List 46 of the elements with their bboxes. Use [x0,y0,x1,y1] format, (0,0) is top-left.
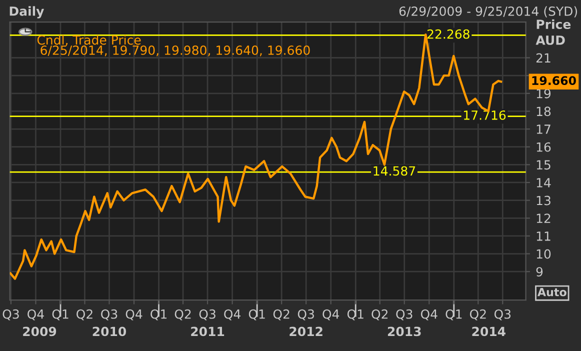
x-tick-label: Q2 [174,309,191,320]
y-tick-label: 10 [536,249,551,259]
x-tick-label: Q2 [273,309,290,320]
x2-tick-label: 2010 [92,326,126,336]
y-tick-label: 12 [536,214,550,223]
x-tick-label: Q3 [494,309,511,320]
y-tick-label: 18 [536,106,551,116]
x2-tick-label: 2011 [191,326,224,336]
ref-line-label: 17.716 [464,110,506,120]
x2-tick-label: 2012 [290,326,322,336]
x-tick-label: Q3 [396,309,412,320]
x-tick-label: Q2 [372,309,388,320]
x-tick-label: Q4 [224,309,240,320]
x2-tick-label: 2009 [23,326,56,336]
chart-title: Daily [10,6,44,18]
x-tick-label: Q3 [199,309,216,320]
x-tick-label: Q4 [28,309,44,320]
text: Auto [537,288,566,296]
x-tick-label: Q1 [52,309,68,320]
y-tick-label: 16 [536,142,551,152]
x-tick-label: Q2 [470,309,486,320]
y-tick-label: 15 [536,160,550,170]
x-tick-label: Q1 [150,309,167,320]
x-tick-label: Q1 [446,309,462,320]
x2-tick-label: 2014 [472,326,506,336]
x-tick-label: Q3 [2,309,19,320]
x-tick-label: Q4 [322,309,340,320]
y-tick-label: 13 [536,196,550,206]
y-tick-label: 21 [536,53,550,62]
y-tick-label: 14 [536,178,551,188]
x-tick-label: Q3 [101,309,118,320]
ref-line-label: 14.587 [374,166,416,176]
y-tick-label: 9 [536,267,543,277]
y-tick-label: 11 [536,232,550,241]
text: Cndl, Trade Price [37,35,141,46]
x2-tick-label: 2013 [388,326,421,336]
x-tick-label: Q4 [126,309,142,320]
ref-line-label: 22.268 [427,29,470,39]
chart-subtitle: 6/29/2009 - 9/25/2014 (SYD) [399,6,578,18]
y-axis-title: Price AUD [536,19,571,45]
x-tick-label: Q4 [420,309,438,320]
annotation: 19.660 [532,76,576,86]
annotation: 6/25/2014, 19.790, 19.980, 19.640, 19.660 [40,45,310,56]
x-tick-label: Q2 [76,309,92,320]
y-tick-label: 17 [536,124,550,134]
x-tick-label: Q3 [298,309,314,320]
